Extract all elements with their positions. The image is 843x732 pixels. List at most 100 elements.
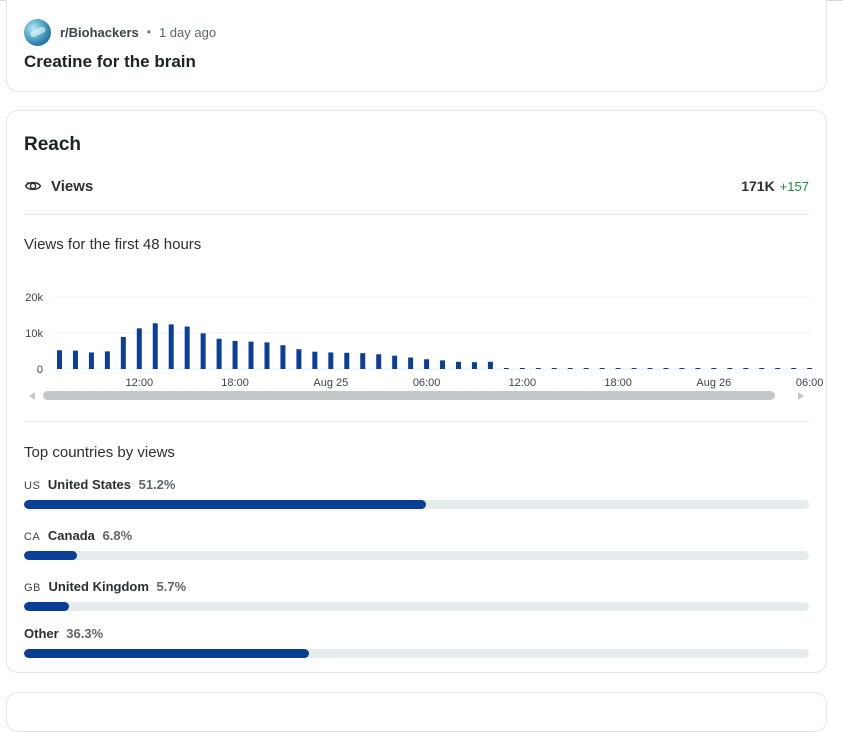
chart-bar[interactable] bbox=[280, 345, 286, 369]
views-label: Views bbox=[51, 177, 94, 195]
countries-heading: Top countries by views bbox=[24, 444, 175, 461]
chart-bar[interactable] bbox=[312, 351, 318, 369]
country-bar-fill bbox=[24, 500, 426, 509]
chart-bar[interactable] bbox=[168, 324, 174, 369]
country-percent: 5.7% bbox=[156, 579, 187, 594]
chart-bar[interactable] bbox=[727, 368, 733, 369]
chart-bar[interactable] bbox=[775, 368, 781, 369]
chart-bar[interactable] bbox=[440, 360, 446, 369]
chart-bar[interactable] bbox=[695, 368, 701, 369]
chart-bar[interactable] bbox=[503, 368, 509, 369]
chart-bar[interactable] bbox=[679, 368, 685, 369]
chart-bar[interactable] bbox=[200, 333, 206, 369]
views-chart[interactable]: 0 10k 20k 12:00 18:00 Aug 25 06:00 12:00 18:00 A… bbox=[7, 281, 826, 391]
views-stats: 171K +157 bbox=[741, 178, 809, 194]
post-title[interactable]: Creatine for the brain bbox=[24, 52, 196, 71]
chart-bar[interactable] bbox=[424, 359, 430, 369]
chart-bar[interactable] bbox=[583, 368, 589, 369]
chart-bar[interactable] bbox=[88, 352, 94, 369]
country-row-us: US United States 51.2% bbox=[24, 476, 809, 509]
chart-bar[interactable] bbox=[456, 361, 461, 369]
chart-bar[interactable] bbox=[248, 341, 254, 369]
chart-bar[interactable] bbox=[631, 368, 637, 369]
divider bbox=[24, 214, 809, 215]
country-bar-track bbox=[24, 551, 809, 560]
arrow-right-icon[interactable] bbox=[798, 392, 804, 400]
subreddit-link[interactable]: r/Biohackers bbox=[60, 24, 139, 40]
chart-bar[interactable] bbox=[551, 368, 557, 369]
chart-bar[interactable] bbox=[376, 354, 382, 369]
country-bar-track bbox=[24, 602, 809, 611]
x-tick-label: 18:00 bbox=[221, 377, 249, 389]
y-tick-label: 20k bbox=[25, 292, 43, 304]
x-tick-label: 06:00 bbox=[796, 377, 824, 389]
chart-bar[interactable] bbox=[647, 368, 653, 369]
chart-bar[interactable] bbox=[487, 361, 493, 369]
country-bar-track bbox=[24, 649, 809, 658]
chart-bar[interactable] bbox=[136, 328, 142, 369]
chart-bar[interactable] bbox=[615, 368, 621, 369]
chart-bar[interactable] bbox=[104, 351, 110, 369]
chart-bar[interactable] bbox=[535, 368, 541, 369]
chart-bar[interactable] bbox=[296, 349, 302, 369]
x-tick-label: 18:00 bbox=[604, 377, 632, 389]
country-code: US bbox=[24, 480, 41, 492]
post-meta: r/Biohackers • 1 day ago bbox=[24, 18, 216, 46]
chart-bar[interactable] bbox=[759, 368, 765, 369]
chart-bar[interactable] bbox=[72, 350, 78, 369]
views-row: Views 171K +157 bbox=[24, 175, 809, 197]
chart-bar[interactable] bbox=[807, 368, 813, 369]
subreddit-avatar[interactable] bbox=[24, 18, 51, 46]
chart-bar[interactable] bbox=[711, 368, 717, 369]
views-total: 171K bbox=[741, 178, 775, 194]
chart-bar[interactable] bbox=[360, 353, 366, 369]
chart-bar[interactable] bbox=[152, 323, 158, 369]
chart-bar[interactable] bbox=[471, 362, 477, 369]
reach-title: Reach bbox=[24, 134, 82, 155]
chart-bar[interactable] bbox=[743, 368, 749, 369]
chart-bar[interactable] bbox=[344, 352, 350, 369]
x-tick-label: 06:00 bbox=[413, 377, 441, 389]
chart-bar[interactable] bbox=[663, 368, 669, 369]
post-card[interactable]: r/Biohackers • 1 day ago Creatine for th… bbox=[6, 0, 827, 92]
y-tick-label: 10k bbox=[25, 328, 43, 340]
chart-bar[interactable] bbox=[120, 336, 126, 369]
chart-bar[interactable] bbox=[328, 352, 334, 369]
chart-bar[interactable] bbox=[599, 368, 605, 369]
country-name: Canada bbox=[47, 528, 95, 543]
country-row-ca: CA Canada 6.8% bbox=[24, 527, 809, 560]
chart-bar[interactable] bbox=[567, 368, 573, 369]
meta-separator: • bbox=[146, 25, 151, 39]
country-row-gb: GB United Kingdom 5.7% bbox=[24, 578, 809, 611]
chart-bar[interactable] bbox=[392, 355, 398, 369]
country-name: United Kingdom bbox=[48, 579, 149, 594]
post-time: 1 day ago bbox=[158, 24, 217, 40]
country-code: CA bbox=[24, 531, 41, 543]
chart-bar[interactable] bbox=[519, 368, 525, 369]
arrow-left-icon[interactable] bbox=[29, 392, 35, 400]
chart-bars bbox=[57, 323, 813, 369]
chart-bar[interactable] bbox=[264, 342, 270, 369]
chart-bar[interactable] bbox=[791, 368, 797, 369]
country-row-other: Other 36.3% bbox=[24, 625, 809, 658]
y-tick-label: 0 bbox=[37, 364, 43, 376]
chart-scrollbar[interactable] bbox=[43, 391, 775, 400]
chart-bar[interactable] bbox=[216, 338, 222, 369]
country-name: United States bbox=[47, 477, 131, 492]
country-bar-track bbox=[24, 500, 809, 509]
country-bar-fill bbox=[24, 649, 309, 658]
chart-bar[interactable] bbox=[232, 340, 238, 369]
x-tick-label: 12:00 bbox=[126, 377, 154, 389]
country-bar-fill bbox=[24, 551, 78, 560]
country-percent: 51.2% bbox=[138, 477, 176, 492]
country-code: GB bbox=[24, 582, 41, 594]
chart-title: Views for the first 48 hours bbox=[24, 236, 202, 253]
chart-y-ticks: 0 10k 20k bbox=[25, 292, 43, 376]
views-delta: +157 bbox=[779, 179, 809, 194]
chart-bar[interactable] bbox=[57, 350, 62, 369]
country-percent: 6.8% bbox=[102, 528, 133, 543]
country-name: Other bbox=[24, 626, 59, 641]
chart-bar[interactable] bbox=[408, 357, 414, 369]
chart-bar[interactable] bbox=[184, 326, 190, 369]
country-percent: 36.3% bbox=[66, 626, 104, 641]
